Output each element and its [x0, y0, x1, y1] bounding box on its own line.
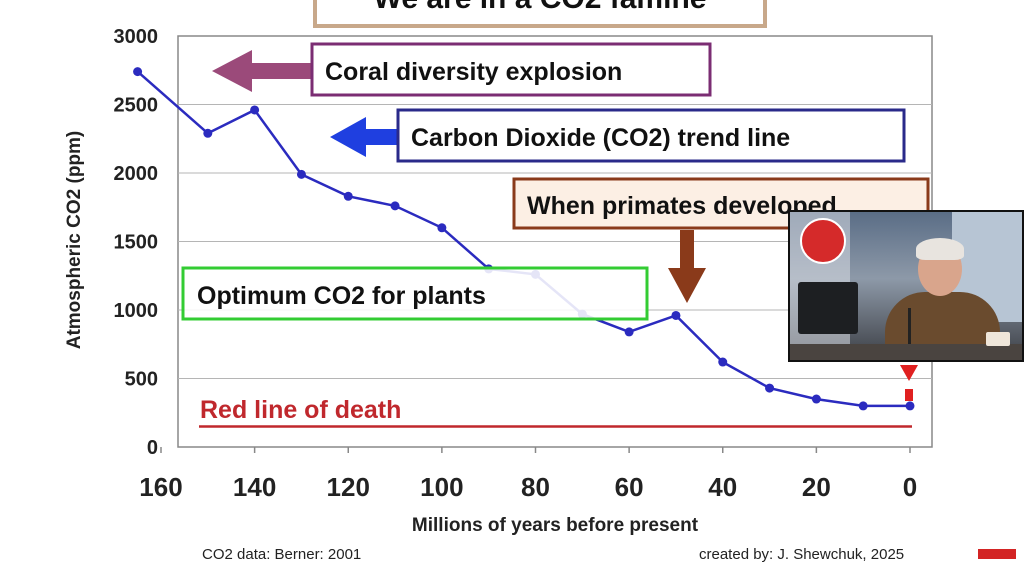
optimum-co2-annotation: Optimum CO2 for plants	[181, 266, 649, 321]
y-tick-label: 1500	[114, 232, 159, 254]
y-axis-ticks: 3000 2500 2000 1500 1000 500 0	[114, 26, 159, 459]
y-tick-label: 1000	[114, 300, 159, 322]
inset-cup-icon	[986, 332, 1010, 346]
co2-data-point	[437, 223, 447, 233]
inset-sign-icon	[800, 218, 846, 264]
data-source-note: CO2 data: Berner: 2001	[202, 546, 362, 563]
co2-data-point	[624, 327, 634, 337]
coral-diversity-text: Coral diversity explosion	[325, 58, 622, 86]
co2-data-point	[296, 169, 306, 179]
co2-trend-annotation: Carbon Dioxide (CO2) trend line	[330, 108, 906, 163]
creator-credit: created by: J. Shewchuk, 2025	[699, 546, 905, 563]
red-line-label: Red line of death	[200, 396, 401, 424]
x-tick-label: 140	[233, 472, 276, 502]
co2-data-point	[390, 201, 400, 211]
x-axis-label: Millions of years before present	[412, 515, 699, 536]
coral-diversity-annotation: Coral diversity explosion	[212, 42, 712, 97]
x-tick-label: 20	[802, 472, 831, 502]
x-tick-label: 120	[327, 472, 370, 502]
co2-data-point	[811, 394, 821, 404]
channel-logo-icon	[978, 549, 1016, 559]
x-axis-ticks: 160 140 120 100 80 60 40 20 0	[139, 447, 917, 502]
co2-data-point	[250, 105, 260, 115]
co2-trend-text: Carbon Dioxide (CO2) trend line	[411, 124, 790, 152]
co2-data-point	[858, 401, 868, 411]
y-tick-label: 2000	[114, 163, 159, 185]
coral-arrow-icon	[212, 50, 312, 92]
y-tick-label: 3000	[114, 26, 159, 48]
co2-data-point	[905, 401, 915, 411]
x-tick-label: 160	[139, 472, 182, 502]
title-box: We are in a CO2 famine	[313, 0, 767, 28]
y-tick-label: 2500	[114, 95, 159, 117]
y-tick-label: 0	[147, 437, 158, 459]
x-tick-label: 40	[708, 472, 737, 502]
co2-data-point	[765, 383, 775, 393]
y-axis-label: Atmospheric CO2 (ppm)	[64, 131, 85, 350]
inset-monitor	[798, 282, 858, 334]
inset-speaker-hair	[916, 238, 964, 260]
chart-title: We are in a CO2 famine	[374, 0, 707, 15]
x-tick-label: 60	[615, 472, 644, 502]
x-tick-label: 0	[903, 472, 917, 502]
co2-data-point	[343, 191, 353, 201]
speaker-video-inset	[788, 210, 1024, 362]
co2-data-point	[133, 67, 143, 77]
inset-desk	[790, 344, 1022, 360]
primates-arrow-icon	[668, 230, 706, 303]
co2-data-point	[718, 357, 728, 367]
primates-text: When primates developed	[527, 192, 837, 220]
co2-data-point	[203, 128, 213, 138]
inset-microphone-icon	[908, 308, 911, 348]
co2-data-point	[671, 310, 681, 320]
x-tick-label: 100	[420, 472, 463, 502]
present-marker-icon	[900, 365, 918, 401]
trend-arrow-icon	[330, 117, 398, 157]
y-tick-label: 500	[125, 369, 158, 391]
x-tick-label: 80	[521, 472, 550, 502]
optimum-co2-text: Optimum CO2 for plants	[197, 282, 486, 310]
primates-annotation: When primates developed	[512, 177, 930, 303]
